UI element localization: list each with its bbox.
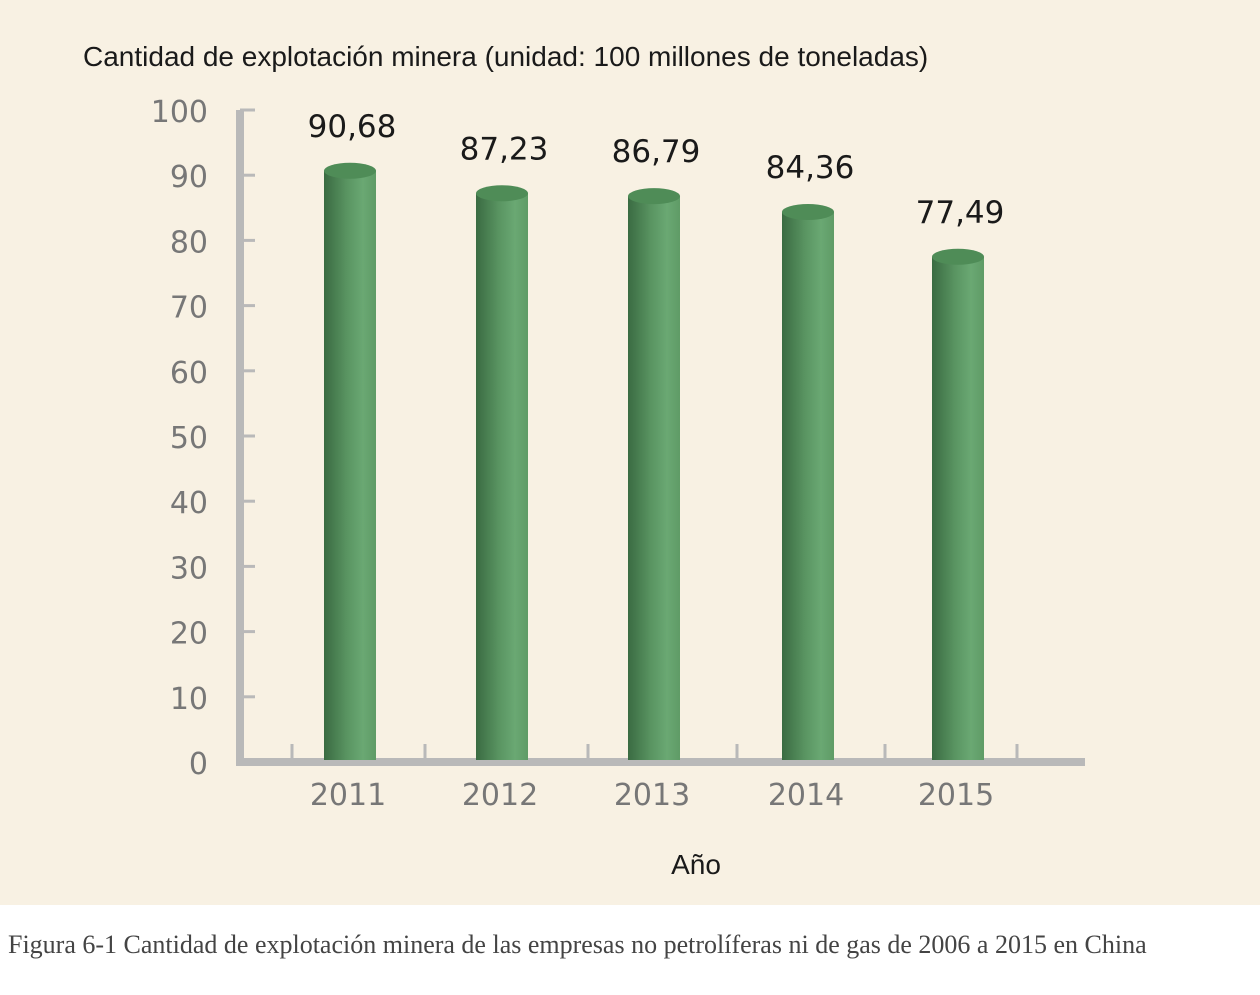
bar-body	[324, 170, 376, 760]
bar-top	[324, 162, 376, 179]
bar-top	[932, 248, 984, 265]
bar-body	[782, 211, 834, 761]
data-label: 90,68	[308, 109, 397, 145]
bar-2011	[324, 162, 376, 760]
y-tick-label: 30	[170, 551, 208, 586]
data-label: 87,23	[460, 131, 549, 167]
y-tick-label: 50	[170, 421, 208, 456]
bar-top	[782, 203, 834, 220]
bar-body	[628, 196, 680, 760]
y-tick-label: 80	[170, 225, 208, 260]
bar-2013	[628, 188, 680, 760]
y-tick-label: 60	[170, 356, 208, 391]
bar-top	[628, 188, 680, 205]
bar-body	[932, 256, 984, 760]
x-tick-label: 2012	[462, 778, 538, 813]
data-label: 84,36	[766, 150, 855, 186]
bar-2015	[932, 248, 984, 760]
x-tick-label: 2013	[614, 778, 690, 813]
bar-2014	[782, 203, 834, 761]
bar-body	[476, 193, 528, 761]
chart-plot: Cantidad de explotación minera (unidad: …	[83, 41, 1085, 880]
y-tick-label: 100	[151, 95, 208, 130]
bar-top	[476, 185, 528, 202]
bar-2012	[476, 185, 528, 761]
x-axis-title: Año	[671, 849, 721, 880]
chart-title: Cantidad de explotación minera (unidad: …	[83, 41, 928, 72]
y-tick-label: 70	[170, 291, 208, 326]
y-tick-label: 20	[170, 617, 208, 652]
data-label: 77,49	[916, 195, 1005, 231]
figure-caption: Figura 6-1 Cantidad de explotación miner…	[8, 930, 1147, 959]
y-tick-label: 10	[170, 682, 208, 717]
data-label: 86,79	[612, 134, 701, 170]
chart-figure: Cantidad de explotación minera (unidad: …	[0, 0, 1260, 905]
x-tick-label: 2011	[310, 778, 386, 813]
y-tick-label: 40	[170, 486, 208, 521]
x-tick-label: 2015	[918, 778, 994, 813]
y-tick-label: 90	[170, 160, 208, 195]
y-tick-label: 0	[189, 747, 208, 782]
x-tick-label: 2014	[768, 778, 844, 813]
